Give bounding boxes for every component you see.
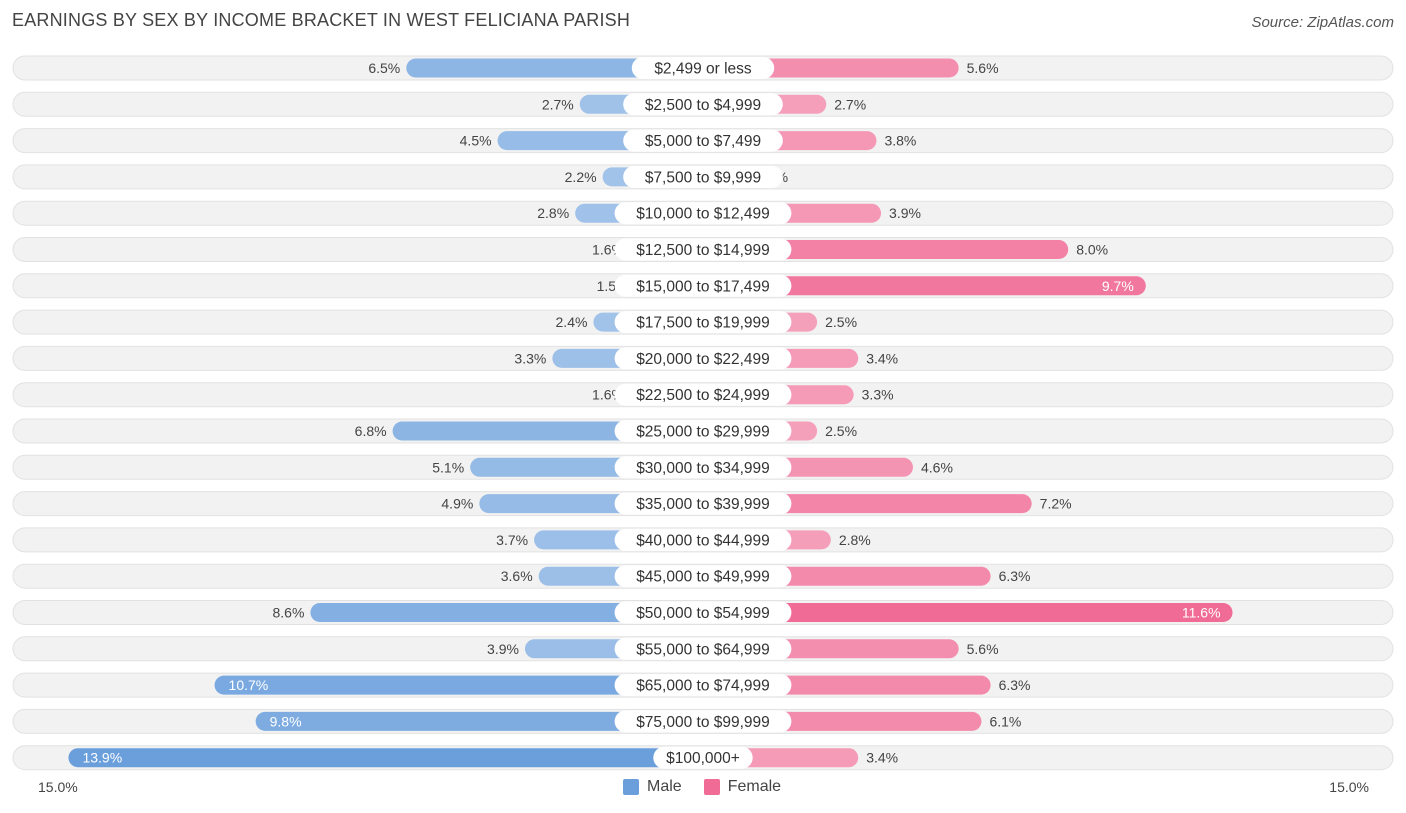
category-label: $100,000+ [666, 750, 740, 767]
value-label-female: 2.5% [825, 314, 857, 330]
category-label: $30,000 to $34,999 [636, 460, 770, 477]
category-pill [614, 420, 792, 442]
bar-male [68, 748, 704, 768]
category-pill [623, 93, 783, 116]
value-label-female: 2.5% [825, 423, 857, 439]
chart-title: EARNINGS BY SEX BY INCOME BRACKET IN WES… [12, 10, 631, 30]
value-label-male: 3.6% [501, 568, 533, 584]
category-pill [614, 601, 792, 624]
legend-label-female: Female [727, 778, 782, 795]
category-label: $40,000 to $44,999 [636, 532, 770, 549]
category-label: $15,000 to $17,499 [636, 278, 770, 295]
value-label-male: 2.2% [565, 169, 597, 185]
value-label-female: 9.7% [1102, 278, 1134, 294]
value-label-female: 3.3% [862, 387, 894, 403]
category-label: $55,000 to $64,999 [636, 641, 770, 658]
value-label-female: 3.8% [884, 133, 916, 149]
x-axis-right-label: 15.0% [1329, 779, 1369, 795]
x-axis-left-label: 15.0% [38, 779, 78, 795]
category-pill [623, 129, 783, 152]
value-label-female: 6.1% [989, 713, 1021, 729]
category-label: $25,000 to $29,999 [636, 424, 770, 441]
value-label-male: 13.9% [82, 750, 122, 766]
category-pill [614, 311, 792, 334]
value-label-female: 7.2% [1040, 496, 1072, 512]
value-label-male: 10.7% [229, 677, 269, 693]
category-label: $50,000 to $54,999 [636, 605, 770, 622]
value-label-male: 6.5% [368, 60, 400, 76]
value-label-female: 11.6% [1182, 605, 1221, 621]
category-pill [653, 746, 753, 769]
category-pill [614, 238, 792, 261]
value-label-male: 6.8% [355, 423, 387, 439]
source-credit: Source: ZipAtlas.com [1251, 14, 1394, 31]
category-pill [614, 456, 792, 479]
category-pill [614, 528, 792, 551]
legend-swatch-male [623, 779, 639, 795]
legend-label-male: Male [647, 778, 682, 795]
value-label-male: 3.3% [514, 350, 546, 366]
value-label-female: 3.4% [866, 750, 898, 766]
value-label-female: 5.6% [967, 641, 999, 657]
category-pill [614, 347, 792, 370]
value-label-male: 5.1% [432, 459, 464, 475]
value-label-female: 3.9% [889, 205, 921, 221]
category-label: $7,500 to $9,999 [645, 169, 761, 186]
category-label: $17,500 to $19,999 [636, 315, 770, 332]
value-label-male: 8.6% [272, 605, 304, 621]
value-label-female: 5.6% [967, 60, 999, 76]
category-label: $20,000 to $22,499 [636, 351, 770, 368]
legend-swatch-female [703, 779, 720, 795]
value-label-male: 4.9% [441, 496, 473, 512]
value-label-female: 2.7% [834, 96, 866, 112]
category-pill [631, 57, 775, 79]
value-label-male: 2.7% [542, 96, 574, 112]
value-label-female: 4.6% [921, 459, 953, 475]
category-pill [614, 492, 792, 515]
category-pill [614, 274, 792, 297]
bar-female [703, 603, 1233, 622]
value-label-male: 3.7% [496, 532, 528, 548]
value-label-female: 3.4% [866, 350, 898, 366]
category-pill [614, 383, 792, 406]
category-pill [614, 202, 792, 225]
category-label: $2,499 or less [654, 61, 752, 78]
category-pill [623, 165, 783, 188]
bar-female [703, 276, 1146, 296]
category-label: $45,000 to $49,999 [636, 569, 770, 586]
value-label-female: 6.3% [999, 677, 1031, 693]
legend-item-female[interactable]: Female [703, 778, 782, 796]
category-label: $10,000 to $12,499 [636, 206, 770, 223]
category-label: $2,500 to $4,999 [645, 97, 761, 114]
category-label: $22,500 to $24,999 [636, 387, 770, 404]
value-label-female: 2.8% [839, 532, 871, 548]
value-label-male: 3.9% [487, 641, 519, 657]
category-label: $5,000 to $7,499 [645, 133, 761, 150]
legend: Male Female [623, 778, 803, 796]
value-label-male: 2.8% [537, 205, 569, 221]
category-label: $35,000 to $39,999 [636, 496, 770, 513]
bar-male [214, 675, 704, 695]
category-label: $65,000 to $74,999 [636, 678, 770, 695]
value-label-female: 8.0% [1076, 242, 1108, 258]
category-label: $12,500 to $14,999 [636, 242, 770, 259]
category-pill [614, 565, 792, 588]
value-label-male: 2.4% [556, 314, 588, 330]
bar-female [703, 240, 1069, 259]
legend-item-male[interactable]: Male [623, 778, 682, 796]
category-label: $75,000 to $99,999 [636, 714, 770, 731]
value-label-male: 9.8% [270, 713, 302, 729]
value-label-female: 6.3% [999, 568, 1031, 584]
category-pill [614, 637, 792, 660]
category-pill [614, 674, 792, 697]
category-pill [614, 710, 792, 733]
value-label-male: 4.5% [460, 133, 492, 149]
bar-male [255, 711, 703, 731]
bar-male [310, 603, 703, 622]
bar-male [406, 58, 703, 78]
